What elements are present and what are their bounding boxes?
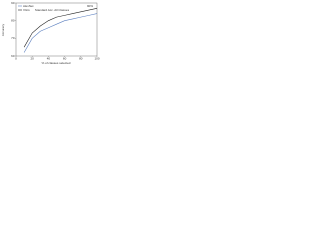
y-tick-label: 90 — [11, 1, 15, 5]
y-axis-label: Accuracy — [1, 23, 5, 36]
legend-label: AlexNet — [23, 4, 34, 8]
legend-label: VGG — [23, 8, 30, 12]
x-tick-label: 100 — [94, 57, 99, 61]
y-tick-label: 70 — [11, 36, 15, 40]
series-line — [23, 8, 98, 48]
annotation: 90% — [87, 4, 93, 8]
x-tick-label: 80 — [79, 57, 83, 61]
x-tick-label: 0 — [15, 57, 17, 61]
series-line — [23, 13, 98, 53]
y-tick-label: 60 — [11, 54, 15, 58]
x-axis-label: % of classes selected — [42, 61, 71, 65]
y-tick-label: 80 — [11, 18, 15, 22]
x-tick-label: 60 — [63, 57, 67, 61]
plot-frame — [15, 2, 98, 57]
chart: % of classes selected Accuracy Standard … — [0, 0, 100, 66]
annotation: Standard Acc. All Classes — [35, 8, 70, 12]
x-tick-label: 40 — [47, 57, 51, 61]
x-tick-label: 20 — [31, 57, 35, 61]
